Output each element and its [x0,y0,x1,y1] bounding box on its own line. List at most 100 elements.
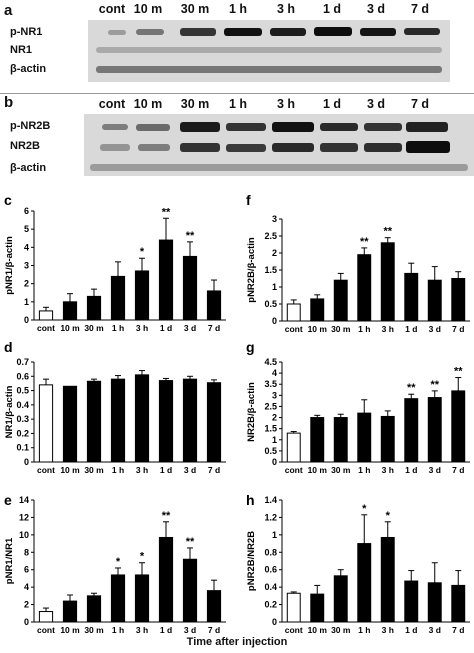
bar [134,374,150,463]
panel-letter-e: e [4,492,12,508]
x-tick-label: 10 m [308,625,328,635]
blot-band [96,47,442,53]
significance-marker: ** [162,206,171,218]
y-tick-label: 0 [272,457,277,467]
blot-band [90,164,468,171]
y-tick-label: 2 [24,600,29,610]
bar [182,558,198,623]
blot-panel-a: a cont 10 m 30 m 1 h 3 h 1 d 3 d 7 d p-N… [0,0,474,95]
bar [427,582,442,623]
blot-band [272,122,314,132]
panel-letter-f: f [246,192,251,208]
y-tick-label: 0.4 [16,400,29,410]
y-tick-label: 10 [19,530,29,540]
lane-label: 1 d [322,2,342,16]
lane-label: 1 h [228,97,248,111]
y-tick-label: 0.8 [264,547,277,557]
bar [38,310,54,321]
blot-band [180,28,216,36]
blot-band [270,28,306,36]
bar [206,290,222,321]
y-tick-label: 2 [24,279,29,289]
lane-label: 1 d [322,97,342,111]
bar [451,278,466,322]
y-tick-label: 4 [24,242,29,252]
significance-marker: * [140,551,145,563]
x-tick-label: 7 d [208,323,220,333]
significance-marker: * [362,503,367,515]
x-tick-label: cont [285,625,303,635]
bar [38,611,54,623]
lane-label: 3 d [366,2,386,16]
bar [158,239,174,321]
bar [86,380,102,463]
bar [206,590,222,623]
lane-label: cont [98,97,126,111]
significance-marker: * [116,556,121,568]
bar [286,432,301,463]
y-tick-label: 2 [272,248,277,258]
x-tick-label: 7 d [452,324,464,334]
blot-image-b [84,114,474,176]
x-tick-label: 10 m [60,625,80,635]
x-tick-label: 30 m [331,625,351,635]
y-tick-label: 3 [272,214,277,224]
x-tick-label: 3 d [184,465,196,475]
x-tick-label: 1 d [160,625,172,635]
y-axis-label: NR2B/β-actin [246,382,257,442]
blot-band [364,123,402,131]
blot-band [180,122,220,132]
y-tick-label: 0.2 [16,428,29,438]
blot-panel-b: b cont 10 m 30 m 1 h 3 h 1 d 3 d 7 d p-N… [0,94,474,186]
y-tick-label: 8 [24,547,29,557]
blot-band [320,143,358,152]
y-tick-label: 6 [24,206,29,216]
y-tick-label: 2.5 [264,231,277,241]
bar [110,574,126,623]
y-axis-label: pNR1/β-actin [4,236,15,295]
y-axis-label: pNR2B/NR2B [246,531,257,591]
bar [182,255,198,321]
x-tick-label: 3 d [429,465,441,475]
x-tick-label: 7 d [208,465,220,475]
blot-band [96,66,442,73]
bar [134,270,150,321]
x-tick-label: 3 h [136,465,148,475]
bar [427,397,442,463]
y-tick-label: 1 [272,435,277,445]
blot-band [138,144,170,151]
y-tick-label: 14 [19,495,29,505]
y-tick-label: 3 [272,390,277,400]
bar [286,592,301,623]
x-tick-label: cont [285,324,303,334]
bar [62,301,78,321]
x-tick-label: cont [37,465,55,475]
x-tick-label: 30 m [331,465,351,475]
lane-label: 3 h [276,97,296,111]
x-axis-caption: Time after injection [186,636,288,648]
blot-band [136,29,164,35]
blot-band [272,143,314,152]
x-tick-label: 1 h [112,323,124,333]
y-tick-label: 1 [272,282,277,292]
bar [62,600,78,623]
y-tick-label: 0.6 [264,565,277,575]
bar [380,415,395,463]
y-tick-label: 0 [272,316,277,326]
y-axis-label: pNR2B/β-actin [246,237,257,303]
lane-label: cont [98,2,126,16]
bar [333,279,348,322]
y-tick-label: 12 [19,512,29,522]
lane-label: 10 m [133,97,163,111]
significance-marker: ** [186,536,195,548]
bar [86,295,102,321]
significance-marker: ** [360,236,369,248]
lane-label: 3 d [366,97,386,111]
panel-letter-d: d [4,339,13,355]
bar [380,242,395,322]
y-tick-label: 4 [24,582,29,592]
y-tick-label: 3 [24,261,29,271]
panel-letter-c: c [4,192,12,208]
x-tick-label: 1 h [112,625,124,635]
